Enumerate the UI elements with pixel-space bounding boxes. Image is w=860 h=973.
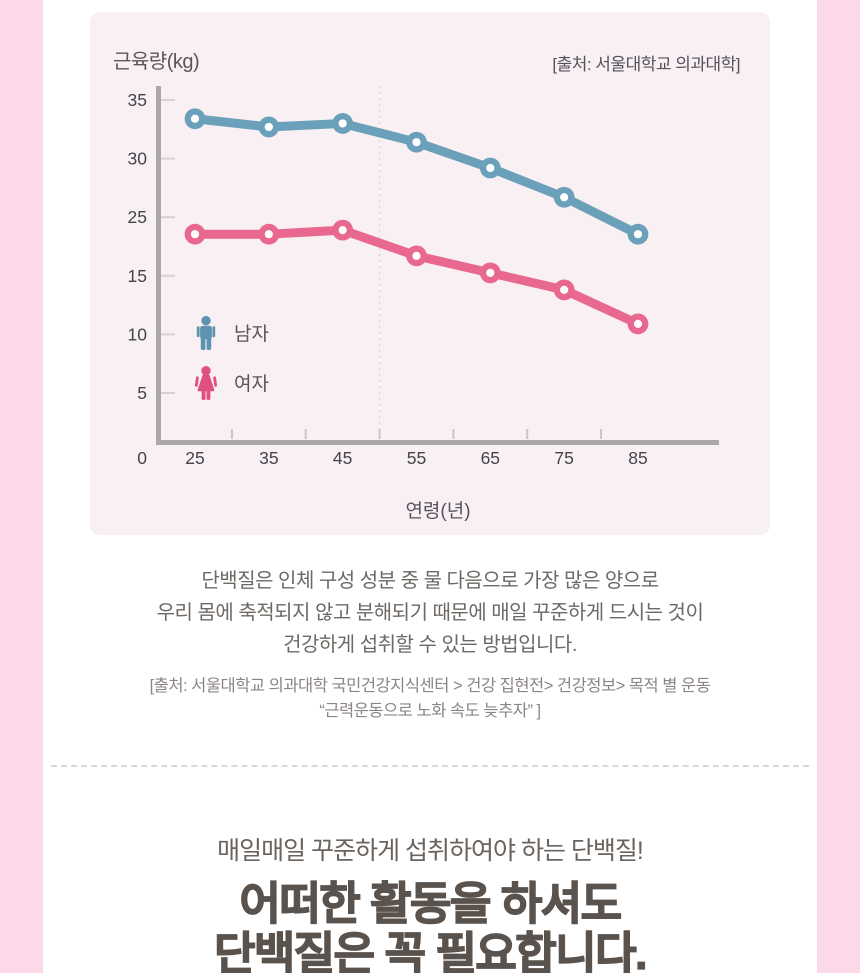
paragraph-line: 단백질은 인체 구성 성분 중 물 다음으로 가장 많은 양으로 — [201, 570, 659, 592]
legend-item-male: 남자 — [196, 316, 269, 350]
data-point-marker — [627, 313, 649, 335]
x-tick-label: 25 — [185, 448, 204, 468]
legend-label: 남자 — [234, 323, 269, 345]
x-tick-label: 45 — [333, 448, 352, 468]
chart-source-label: [출처: 서울대학교 의과대학] — [552, 55, 740, 74]
female-icon — [194, 366, 218, 400]
data-point-marker — [332, 113, 354, 134]
paragraph-line: 건강하게 섭취할 수 있는 방법입니다. — [283, 634, 577, 656]
data-point-marker — [332, 219, 354, 241]
headline: 어떠한 활동을 하셔도 단백질은 꼭 필요합니다. — [43, 878, 817, 973]
x-axis-line — [156, 440, 719, 445]
data-point-marker — [406, 131, 427, 153]
x-tick-label: 55 — [407, 448, 426, 468]
x-tick-label: 75 — [554, 448, 573, 468]
y-tick-label: 35 — [128, 90, 147, 110]
data-point-marker — [184, 108, 206, 130]
dashed-divider — [51, 765, 809, 767]
y-tick-label: 5 — [137, 383, 147, 403]
data-point-marker — [553, 186, 575, 208]
y-origin-label: 0 — [137, 448, 147, 468]
citation-line: [출처: 서울대학교 의과대학 국민건강지식센터 > 건강 집현전> 건강정보>… — [149, 677, 711, 695]
legend-label: 여자 — [234, 373, 269, 395]
data-point-marker — [627, 223, 649, 245]
series-line — [190, 225, 643, 329]
data-point-marker — [406, 245, 427, 267]
data-point-marker — [258, 116, 280, 138]
y-tick-label: 30 — [128, 149, 148, 169]
paragraph-line: 우리 몸에 축적되지 않고 분해되기 때문에 매일 꾸준하게 드시는 것이 — [156, 602, 704, 624]
headline-line: 단백질은 꼭 필요합니다. — [213, 928, 648, 973]
body-paragraph: 단백질은 인체 구성 성분 중 물 다음으로 가장 많은 양으로 우리 몸에 축… — [43, 565, 817, 661]
y-tick-label: 25 — [128, 207, 147, 227]
x-axis-title: 연령(년) — [405, 500, 470, 522]
data-point-marker — [553, 279, 575, 301]
citation: [출처: 서울대학교 의과대학 국민건강지식센터 > 건강 집현전> 건강정보>… — [43, 674, 817, 724]
legend-item-female: 여자 — [194, 366, 269, 400]
male-icon — [196, 316, 216, 350]
y-axis-title: 근육량(kg) — [113, 51, 200, 73]
headline-line: 어떠한 활동을 하셔도 — [239, 878, 623, 929]
data-point-marker — [479, 157, 501, 179]
data-point-marker — [184, 223, 206, 245]
x-tick-label: 85 — [628, 448, 647, 468]
x-tick-label: 65 — [481, 448, 500, 468]
data-point-marker — [258, 223, 280, 245]
data-point-marker — [479, 262, 501, 284]
x-tick-label: 35 — [259, 448, 278, 468]
citation-line: “근력운동으로 노화 속도 늦추자” ] — [319, 702, 541, 720]
y-axis-line — [156, 86, 161, 443]
y-tick-label: 15 — [128, 266, 147, 286]
y-tick-label: 10 — [128, 324, 148, 344]
subheading: 매일매일 꾸준하게 섭취하여야 하는 단백질! — [217, 837, 644, 865]
